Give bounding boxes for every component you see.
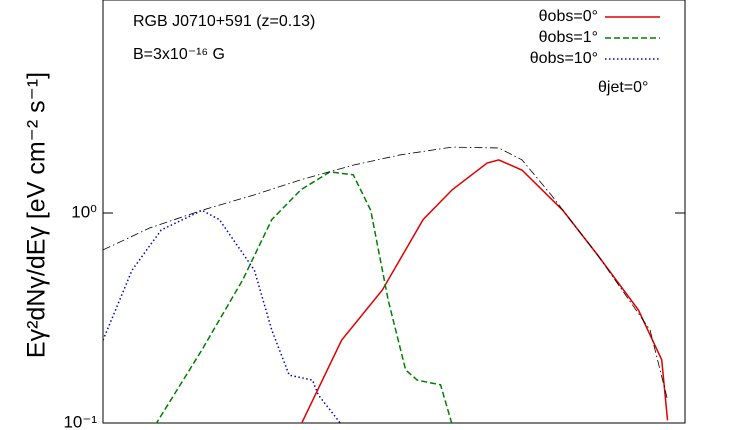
series-line bbox=[103, 146, 668, 400]
y-axis-label: Eγ²dNγ/dEγ [eV cm⁻² s⁻¹] bbox=[23, 72, 51, 358]
series-line bbox=[103, 209, 342, 423]
plot-area bbox=[103, 146, 669, 423]
legend-label: θobs=10° bbox=[530, 50, 598, 67]
annotation: θjet=0° bbox=[598, 79, 648, 96]
y-tick-label: 10⁰ bbox=[71, 202, 97, 221]
series-line bbox=[300, 159, 669, 423]
y-tick-label: 10⁻¹ bbox=[63, 412, 97, 430]
legend-label: θobs=1° bbox=[539, 29, 598, 46]
series-line bbox=[155, 171, 453, 423]
annotation: B=3x10⁻¹⁶ G bbox=[133, 46, 225, 63]
annotation: RGB J0710+591 (z=0.13) bbox=[133, 13, 315, 30]
plot-frame bbox=[102, 0, 686, 424]
legend-label: θobs=0° bbox=[539, 8, 598, 25]
